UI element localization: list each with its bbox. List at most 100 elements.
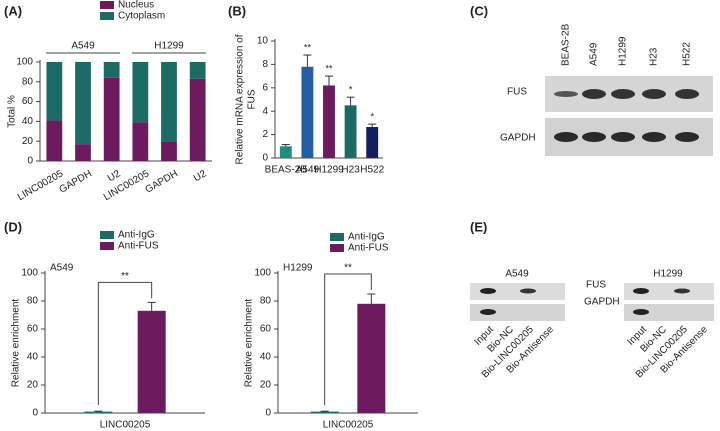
y-tick-label: 2 (262, 129, 268, 140)
bar (137, 310, 166, 413)
bar-segment (46, 120, 63, 161)
y-axis-label: Total % (7, 95, 18, 128)
blot-band (675, 132, 699, 142)
y-tick-label: 80 (22, 76, 34, 87)
blot-title: H1299 (653, 269, 683, 280)
blot-band (642, 89, 666, 99)
y-tick-label: 0 (262, 153, 268, 164)
bar-segment (132, 62, 149, 123)
legend-label: Anti-FUS (348, 243, 389, 254)
blot-band (611, 132, 635, 142)
significance-bracket (324, 273, 372, 406)
blot-band (674, 288, 690, 294)
legend-swatch (330, 244, 344, 252)
blot-band (633, 309, 649, 315)
x-tick-label: A549 (296, 165, 320, 176)
blot-band (675, 89, 699, 99)
lane-label: H1299 (618, 36, 629, 66)
group-label: A549 (71, 41, 95, 52)
y-axis-label: Relative mRNA expression of (235, 34, 246, 164)
blot-title: A549 (505, 269, 529, 280)
significance-bracket (97, 281, 153, 406)
bar (344, 105, 357, 158)
legend-swatch (330, 233, 344, 241)
y-tick-label: 20 (22, 136, 34, 147)
blot-membrane (624, 304, 714, 321)
y-tick-label: 40 (22, 116, 34, 127)
x-tick-label: GAPDH (58, 168, 94, 195)
legend-label: Cytoplasm (118, 11, 165, 22)
legend-swatch (100, 12, 114, 20)
bar-segment (75, 62, 91, 145)
x-tick-label: H23 (341, 165, 360, 176)
bar (310, 411, 339, 413)
lane-label: H23 (649, 47, 660, 66)
annotation: * (370, 111, 374, 121)
blot-band (480, 309, 496, 315)
blot-band (633, 288, 649, 294)
lane-label: A549 (589, 42, 600, 66)
bar-segment (161, 62, 177, 142)
y-tick-label: 100 (16, 57, 33, 68)
blot-membrane (470, 283, 565, 300)
panel-label: (B) (228, 3, 246, 18)
annotation: ** (304, 42, 312, 52)
blot-band (554, 91, 578, 97)
y-tick-label: 0 (27, 156, 33, 167)
blot-membrane (470, 304, 565, 321)
y-tick-label: 100 (254, 268, 271, 279)
bar (357, 303, 386, 413)
y-tick-label: 60 (260, 324, 272, 335)
x-tick-label: GAPDH (144, 168, 180, 195)
y-tick-label: 6 (262, 82, 268, 93)
panel-label: (A) (4, 3, 22, 18)
x-tick-label: H1299 (314, 165, 344, 176)
y-tick-label: 100 (21, 268, 38, 279)
lane-label: H522 (682, 42, 693, 66)
legend-label: Anti-FUS (118, 241, 159, 252)
legend-label: Anti-IgG (348, 232, 385, 243)
annotation: ** (344, 263, 352, 274)
blot-membrane (624, 283, 714, 300)
y-tick-label: 60 (22, 96, 34, 107)
y-tick-label: 10 (257, 36, 269, 47)
bar-segment (103, 77, 120, 161)
blot-band (642, 132, 666, 142)
y-tick-label: 20 (260, 380, 272, 391)
chart-subtitle: A549 (50, 263, 74, 274)
y-tick-label: 80 (27, 296, 39, 307)
blot-band (480, 288, 496, 294)
bar-segment (103, 62, 120, 78)
y-tick-label: 0 (32, 408, 38, 419)
legend-swatch (100, 1, 114, 9)
bar-segment (75, 144, 91, 161)
bar (366, 126, 379, 158)
panel-label: (D) (4, 219, 22, 234)
x-tick-label: H522 (360, 165, 384, 176)
group-label: H1299 (154, 41, 184, 52)
row-label: GAPDH (500, 133, 536, 144)
y-tick-label: 40 (260, 352, 272, 363)
panel-label: (C) (470, 3, 488, 18)
legend-swatch (100, 231, 114, 239)
blot-band (611, 89, 635, 99)
blot-band (554, 132, 578, 142)
x-tick-label: U2 (192, 168, 209, 184)
y-tick-label: 4 (262, 106, 268, 117)
x-tick-label: LINC00205 (100, 420, 151, 431)
bar-segment (46, 62, 63, 121)
y-axis-label: Relative enrichment (11, 299, 22, 388)
bar-segment (189, 78, 206, 161)
bar (301, 66, 314, 158)
chart-subtitle: H1299 (283, 263, 313, 274)
legend-swatch (100, 242, 114, 250)
annotation: ** (325, 63, 333, 73)
y-tick-label: 60 (27, 324, 39, 335)
row-label: FUS (507, 87, 527, 98)
bar-segment (189, 62, 206, 79)
y-axis-label: FUS (247, 89, 258, 109)
bar (84, 411, 113, 413)
bar-segment (161, 141, 177, 161)
panel-label: (E) (470, 219, 487, 234)
